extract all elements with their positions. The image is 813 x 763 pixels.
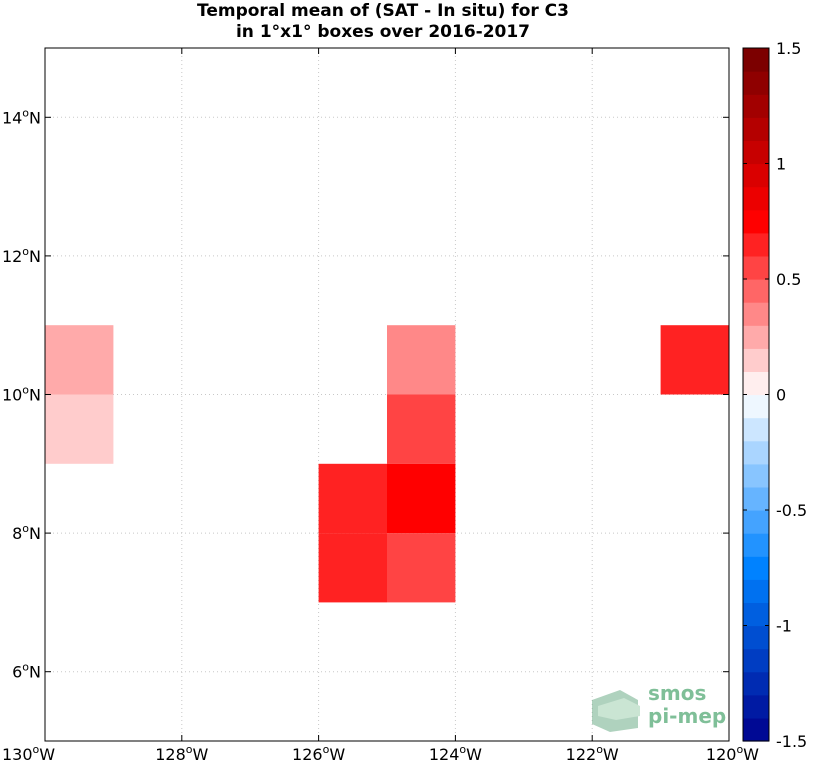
colorbar-level-26	[743, 117, 769, 141]
colorbar-level-27	[743, 94, 769, 118]
colorbar-level-12	[743, 440, 769, 465]
colorbar-level-0	[743, 717, 769, 742]
colorbar-level-10	[743, 486, 769, 511]
colorbar-level-5	[743, 602, 769, 627]
colorbar-level-14	[743, 394, 769, 419]
y-tick-label-1: 8oN	[12, 522, 41, 543]
x-tick-label-2: 126oW	[292, 743, 345, 763]
watermark-logo-icon	[592, 690, 640, 732]
x-tick-label-1: 128oW	[155, 743, 208, 763]
x-tick-label-3: 124oW	[429, 743, 482, 763]
colorbar-level-3	[743, 648, 769, 673]
map-title-line2: in 1°x1° boxes over 2016-2017	[235, 22, 531, 42]
watermark-line1: smos	[648, 681, 706, 705]
colorbar-tick-label-2: 0.5	[776, 270, 801, 289]
colorbar-level-18	[743, 302, 769, 326]
colorbar-level-7	[743, 556, 769, 580]
colorbar-level-17	[743, 325, 769, 349]
x-tick-label-5: 120oW	[706, 743, 759, 763]
heatmap-cell-2	[387, 325, 456, 395]
colorbar-level-13	[743, 417, 769, 442]
colorbar-tick-label-5: -1	[776, 617, 792, 636]
y-tick-label-2: 10oN	[2, 384, 41, 405]
x-tick-label-0: 130oW	[2, 743, 55, 763]
heatmap-cell-3	[387, 394, 456, 464]
colorbar-level-15	[743, 371, 769, 396]
colorbar-ticks: 1.5 1 0.5 0 -0.5 -1 -1.5	[743, 39, 807, 751]
colorbar-level-1	[743, 694, 769, 719]
heatmap-cell-0	[45, 325, 114, 395]
colorbar-level-2	[743, 671, 769, 696]
colorbar-level-28	[743, 71, 769, 95]
x-tick-label-4: 122oW	[566, 743, 619, 763]
colorbar-tick-label-0: 1.5	[776, 39, 801, 58]
heatmap-cell-7	[387, 533, 456, 603]
colorbar-level-19	[743, 279, 769, 303]
watermark-line2: pi-mep	[648, 704, 726, 728]
heatmap-cell-8	[660, 325, 729, 395]
colorbar-level-9	[743, 510, 769, 534]
colorbar-tick-label-4: -0.5	[776, 501, 807, 520]
y-tick-label-3: 12oN	[2, 245, 41, 266]
colorbar-level-11	[743, 463, 769, 488]
colorbar-level-25	[743, 140, 769, 165]
colorbar-level-8	[743, 533, 769, 557]
map-title-line1: Temporal mean of (SAT - In situ) for C3	[197, 1, 569, 21]
colorbar-level-23	[743, 186, 769, 211]
heatmap-cell-4	[318, 463, 387, 534]
colorbar-level-22	[743, 209, 769, 234]
smos-pi-mep-watermark: smos pi-mep	[592, 681, 726, 732]
colorbar-level-21	[743, 232, 769, 257]
heatmap-cell-5	[387, 463, 456, 534]
heatmap-cell-6	[318, 533, 387, 603]
colorbar-tick-label-3: 0	[776, 386, 786, 405]
y-tick-label-0: 6oN	[12, 661, 41, 682]
colorbar-level-16	[743, 348, 769, 372]
map-ticks: 130oW 128oW 126oW 124oW 122oW 120oW 6oN 8oN 10oN…	[2, 48, 759, 763]
colorbar-tick-label-6: -1.5	[776, 732, 807, 751]
heatmap-cells	[45, 325, 729, 603]
heatmap-cell-1	[45, 394, 114, 464]
colorbar-level-4	[743, 625, 769, 650]
y-tick-label-4: 14oN	[2, 106, 41, 127]
colorbar-level-29	[743, 48, 769, 72]
colorbar-tick-label-1: 1	[776, 155, 786, 174]
colorbar-level-24	[743, 163, 769, 188]
colorbar-level-20	[743, 255, 769, 280]
colorbar-level-6	[743, 579, 769, 603]
